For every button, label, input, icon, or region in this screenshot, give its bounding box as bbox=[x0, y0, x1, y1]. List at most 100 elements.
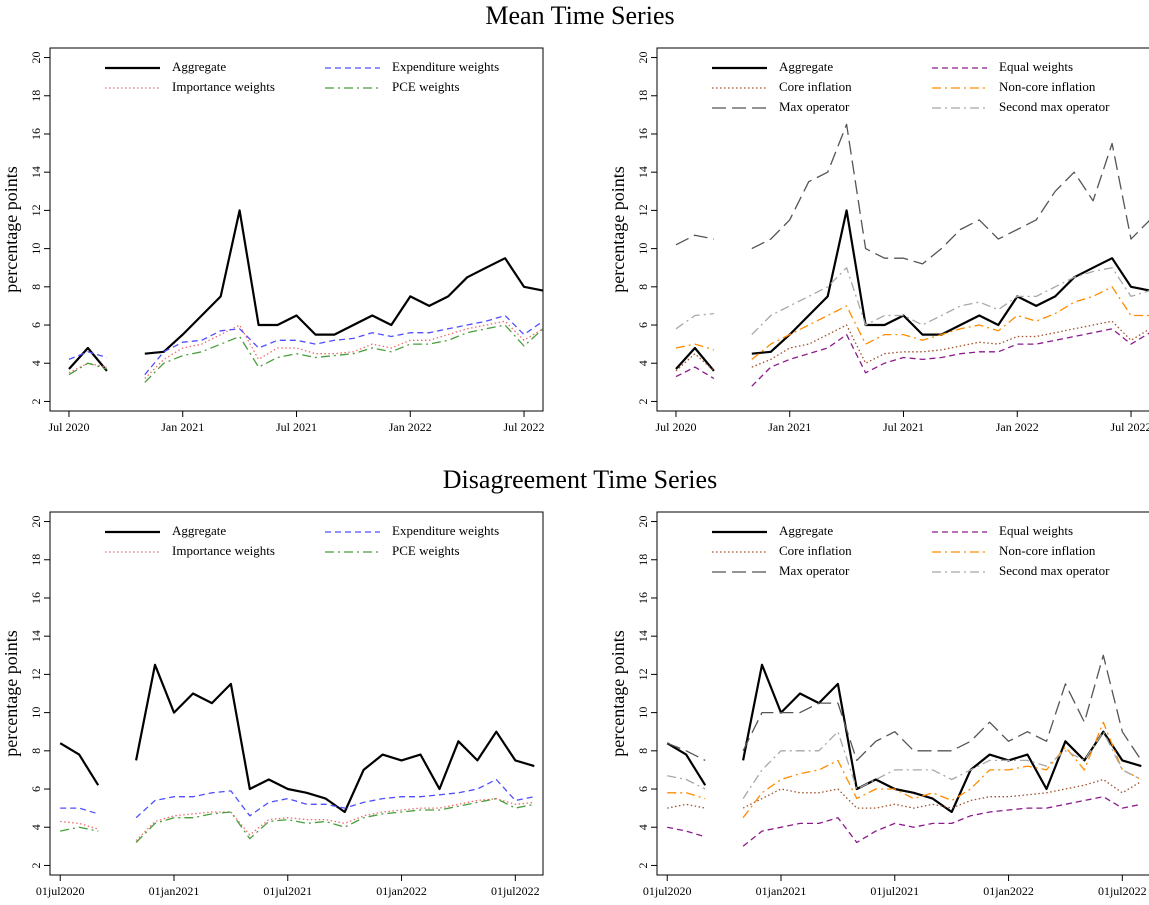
series-line bbox=[60, 778, 535, 819]
legend-label: Equal weights bbox=[999, 523, 1073, 538]
y-tick-label: 8 bbox=[29, 284, 43, 290]
x-tick-label: Jan 2022 bbox=[389, 420, 432, 434]
y-axis-label: percentage points bbox=[1, 166, 21, 292]
x-tick-label: 01jul2020 bbox=[643, 884, 692, 898]
y-tick-label: 10 bbox=[636, 707, 650, 719]
y-tick-label: 18 bbox=[29, 90, 43, 102]
series-line bbox=[60, 797, 535, 843]
y-tick-label: 8 bbox=[29, 748, 43, 754]
series-line bbox=[60, 797, 535, 842]
y-tick-label: 10 bbox=[636, 243, 650, 255]
x-tick-label: Jul 2020 bbox=[48, 420, 89, 434]
y-tick-label: 18 bbox=[636, 554, 650, 566]
legend-label: Core inflation bbox=[779, 79, 852, 94]
y-tick-label: 8 bbox=[636, 284, 650, 290]
y-tick-label: 14 bbox=[29, 630, 43, 642]
series-line bbox=[667, 721, 1142, 819]
y-tick-label: 16 bbox=[636, 128, 650, 140]
y-tick-label: 10 bbox=[29, 243, 43, 255]
series-line bbox=[675, 209, 1149, 372]
y-tick-label: 18 bbox=[29, 554, 43, 566]
y-tick-label: 14 bbox=[636, 630, 650, 642]
x-tick-label: Jan 2021 bbox=[161, 420, 204, 434]
y-tick-label: 10 bbox=[29, 707, 43, 719]
series-line bbox=[675, 123, 1149, 265]
legend-label: PCE weights bbox=[392, 543, 460, 558]
series-line bbox=[667, 796, 1142, 847]
legend-label: Non-core inflation bbox=[999, 543, 1096, 558]
y-tick-label: 12 bbox=[29, 204, 43, 216]
legend-label: Importance weights bbox=[172, 79, 275, 94]
series-line bbox=[68, 320, 544, 379]
legend-label: Aggregate bbox=[172, 523, 226, 538]
y-tick-label: 20 bbox=[636, 516, 650, 528]
series-line bbox=[68, 324, 544, 383]
x-tick-label: Jul 2022 bbox=[1111, 420, 1149, 434]
legend-label: Expenditure weights bbox=[392, 523, 499, 538]
y-tick-label: 4 bbox=[636, 824, 650, 830]
legend-label: Non-core inflation bbox=[999, 79, 1096, 94]
y-tick-label: 14 bbox=[636, 166, 650, 178]
series-line bbox=[675, 320, 1149, 372]
y-tick-label: 6 bbox=[29, 322, 43, 328]
series-line bbox=[675, 328, 1149, 387]
x-tick-label: 01jul2021 bbox=[870, 884, 919, 898]
row-title: Mean Time Series bbox=[485, 1, 674, 30]
y-tick-label: 20 bbox=[29, 52, 43, 64]
y-tick-label: 2 bbox=[29, 398, 43, 404]
y-tick-label: 18 bbox=[636, 90, 650, 102]
y-tick-label: 16 bbox=[29, 128, 43, 140]
y-tick-label: 6 bbox=[636, 786, 650, 792]
legend-label: PCE weights bbox=[392, 79, 460, 94]
y-tick-label: 12 bbox=[29, 668, 43, 680]
series-line bbox=[675, 267, 1149, 336]
legend-label: Importance weights bbox=[172, 543, 275, 558]
series-line bbox=[666, 654, 1142, 762]
x-tick-label: Jan 2022 bbox=[996, 420, 1039, 434]
x-tick-label: 01jan2022 bbox=[983, 884, 1034, 898]
legend-label: Aggregate bbox=[172, 59, 226, 74]
y-tick-label: 6 bbox=[29, 786, 43, 792]
y-axis-label: percentage points bbox=[1, 630, 21, 756]
legend-label: Second max operator bbox=[999, 563, 1110, 578]
plot-frame bbox=[49, 511, 544, 876]
y-tick-label: 20 bbox=[29, 516, 43, 528]
legend-label: Max operator bbox=[779, 563, 850, 578]
legend-label: Max operator bbox=[779, 99, 850, 114]
y-tick-label: 12 bbox=[636, 204, 650, 216]
x-tick-label: 01jan2021 bbox=[756, 884, 807, 898]
legend-label: Second max operator bbox=[999, 99, 1110, 114]
y-tick-label: 2 bbox=[636, 862, 650, 868]
y-axis-label: percentage points bbox=[608, 630, 628, 756]
x-tick-label: Jul 2021 bbox=[883, 420, 924, 434]
x-tick-label: Jul 2022 bbox=[504, 420, 545, 434]
series-line bbox=[667, 731, 1142, 799]
legend-label: Equal weights bbox=[999, 59, 1073, 74]
series-line bbox=[667, 778, 1142, 809]
legend-label: Core inflation bbox=[779, 543, 852, 558]
series-line bbox=[68, 314, 544, 376]
plot-frame bbox=[49, 47, 544, 412]
y-tick-label: 6 bbox=[636, 322, 650, 328]
series-line bbox=[68, 209, 544, 372]
y-axis-label: percentage points bbox=[608, 166, 628, 292]
y-tick-label: 12 bbox=[636, 668, 650, 680]
x-tick-label: 01jul2021 bbox=[263, 884, 312, 898]
legend-label: Expenditure weights bbox=[392, 59, 499, 74]
legend-label: Aggregate bbox=[779, 59, 833, 74]
y-tick-label: 4 bbox=[636, 360, 650, 366]
x-tick-label: Jul 2020 bbox=[655, 420, 696, 434]
x-tick-label: Jul 2021 bbox=[276, 420, 317, 434]
legend-label: Aggregate bbox=[779, 523, 833, 538]
y-tick-label: 4 bbox=[29, 824, 43, 830]
y-tick-label: 16 bbox=[29, 592, 43, 604]
y-tick-label: 20 bbox=[636, 52, 650, 64]
x-tick-label: 01jan2022 bbox=[376, 884, 427, 898]
y-tick-label: 2 bbox=[636, 398, 650, 404]
x-tick-label: 01jul2022 bbox=[491, 884, 540, 898]
row-title: Disagreement Time Series bbox=[443, 465, 717, 494]
y-tick-label: 14 bbox=[29, 166, 43, 178]
y-tick-label: 16 bbox=[636, 592, 650, 604]
